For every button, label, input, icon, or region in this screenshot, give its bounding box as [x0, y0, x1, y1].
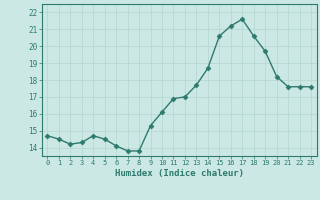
X-axis label: Humidex (Indice chaleur): Humidex (Indice chaleur): [115, 169, 244, 178]
